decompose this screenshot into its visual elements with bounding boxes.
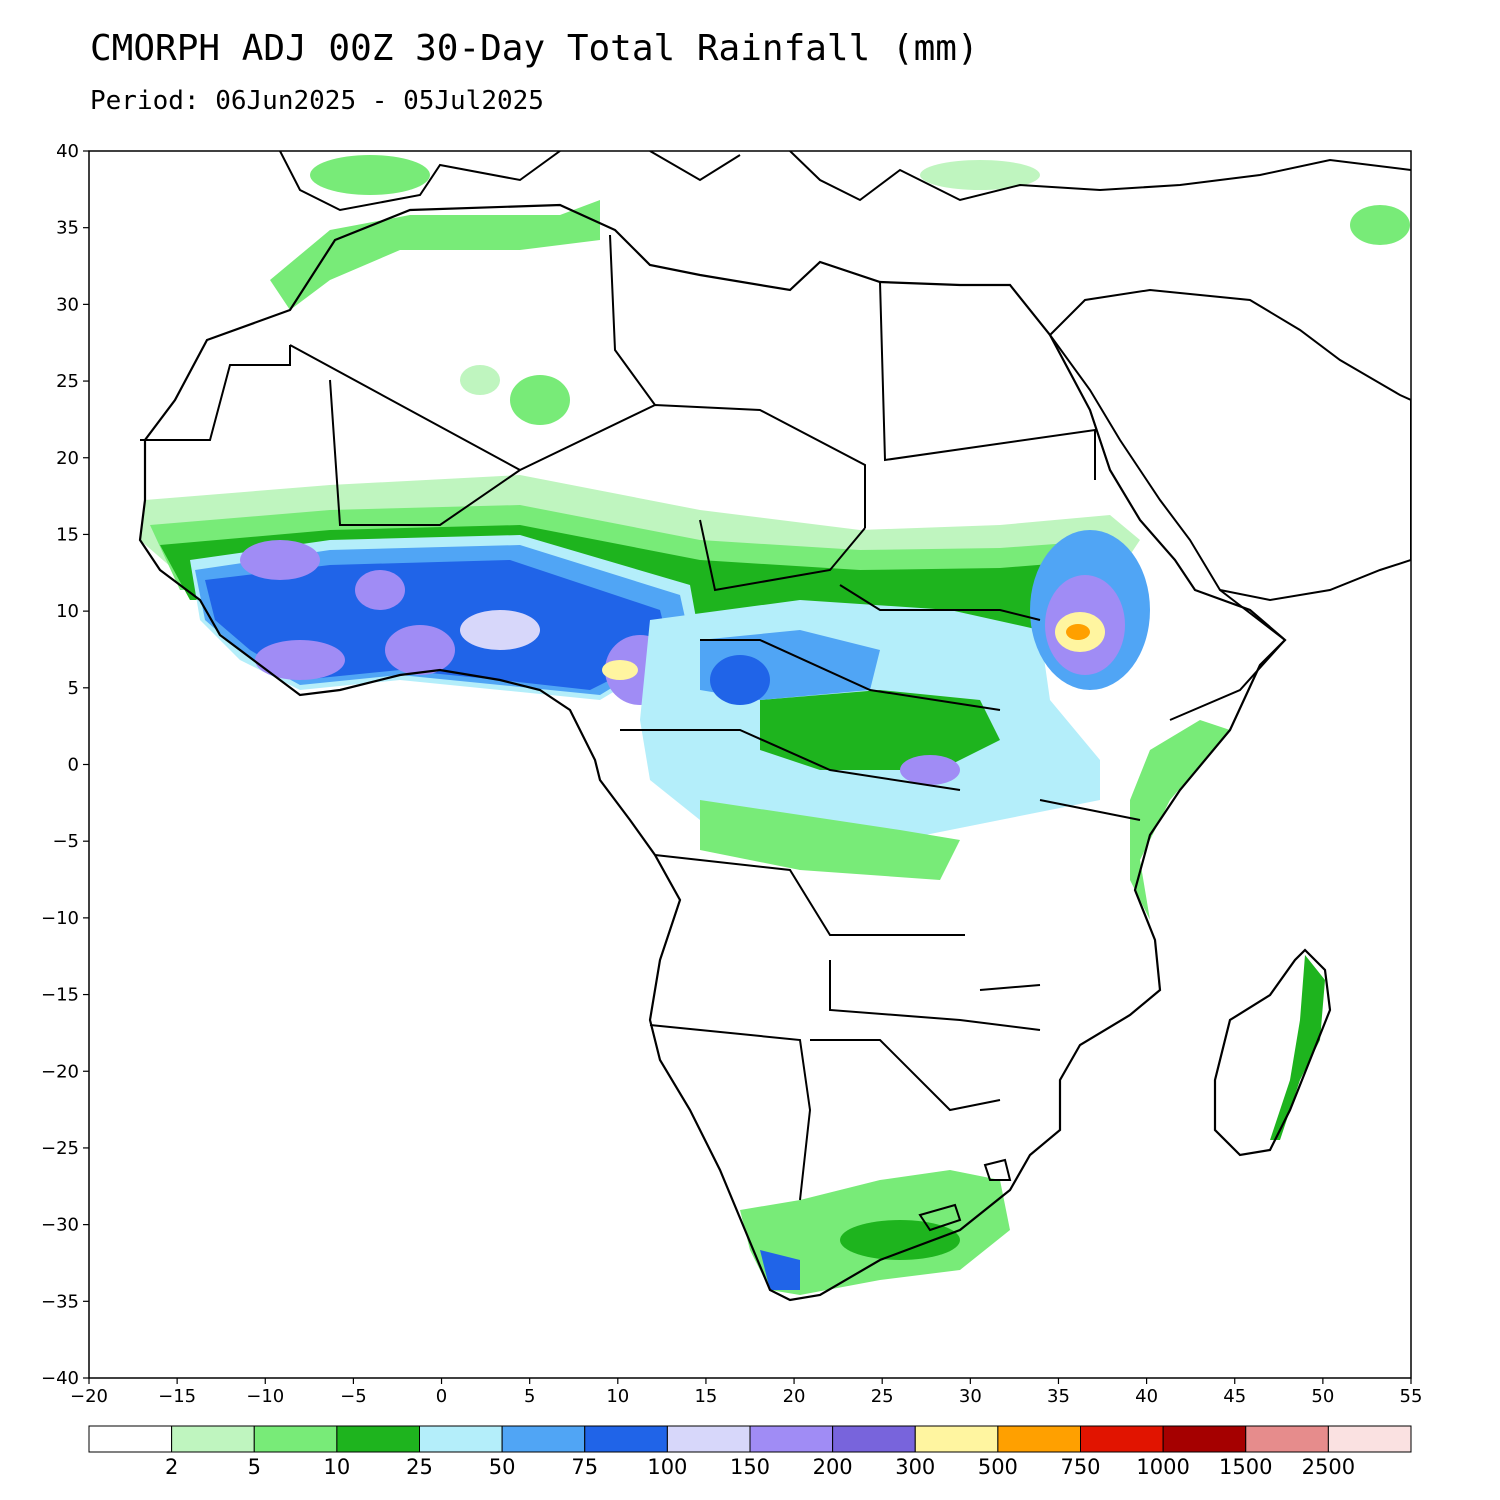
colorbar-swatch xyxy=(419,1425,503,1453)
x-tick-label: −20 xyxy=(70,1386,108,1407)
y-tick-label: −35 xyxy=(41,1291,79,1312)
rain-wa-150-d xyxy=(255,640,345,680)
map-subtitle: Period: 06Jun2025 - 05Jul2025 xyxy=(90,86,544,116)
colorbar-swatch xyxy=(997,1425,1081,1453)
colorbar-label: 10 xyxy=(324,1455,351,1479)
x-tick-label: −5 xyxy=(340,1386,367,1407)
y-tick-label: 15 xyxy=(56,524,79,545)
y-tick-label: 10 xyxy=(56,601,79,622)
africa-coastline xyxy=(138,203,1287,1302)
rain-algeria-a xyxy=(510,375,570,425)
y-tick-label: 0 xyxy=(68,755,79,776)
rain-central-100-a xyxy=(710,655,770,705)
x-tick-label: 55 xyxy=(1400,1386,1423,1407)
rain-algeria-b xyxy=(460,365,500,395)
colorbar-swatch xyxy=(1162,1425,1247,1453)
x-tick-label: 0 xyxy=(436,1386,447,1407)
colorbar-swatch xyxy=(1080,1425,1164,1453)
colorbar-swatch xyxy=(336,1425,420,1453)
x-tick-label: 35 xyxy=(1047,1386,1070,1407)
x-tick-label: 25 xyxy=(871,1386,894,1407)
rain-congo-south xyxy=(700,800,960,880)
colorbar-swatch xyxy=(584,1425,668,1453)
rain-wa-200-e xyxy=(460,610,540,650)
colorbar-legend: 2 5 10 25 50 75 100 150 200 300 500 750 1000 1500 2500 xyxy=(88,1425,1412,1479)
x-tick-label: 45 xyxy=(1223,1386,1246,1407)
map-content xyxy=(89,151,1411,1378)
rain-central-150 xyxy=(900,755,960,785)
x-tick-label: 5 xyxy=(524,1386,535,1407)
colorbar-swatch xyxy=(914,1425,999,1453)
y-axis: 40 35 30 25 20 15 10 5 0 −5 −10 −15 −20 −25 −30 −35 −40 xyxy=(41,141,89,1389)
x-tick-label: −10 xyxy=(246,1386,284,1407)
colorbar-swatch xyxy=(749,1425,834,1453)
x-tick-label: 30 xyxy=(959,1386,982,1407)
x-tick-label: −15 xyxy=(158,1386,196,1407)
europe-coast xyxy=(279,151,1411,212)
y-tick-label: 5 xyxy=(68,678,79,699)
rain-turkey-east xyxy=(1350,205,1410,245)
colorbar-label: 750 xyxy=(1060,1455,1100,1479)
colorbar-label: 300 xyxy=(895,1455,935,1479)
y-tick-label: 40 xyxy=(56,141,79,162)
x-axis: −20 −15 −10 −5 0 5 10 15 20 25 30 35 40 45 50 55 xyxy=(70,1378,1422,1407)
y-tick-label: −40 xyxy=(41,1368,79,1389)
map-title: CMORPH ADJ 00Z 30-Day Total Rainfall (mm… xyxy=(90,28,979,69)
rain-wa-150-a xyxy=(240,540,320,580)
y-tick-label: 20 xyxy=(56,448,79,469)
colorbar-label: 200 xyxy=(813,1455,853,1479)
rain-wa-500 xyxy=(602,660,638,680)
colorbar-label: 50 xyxy=(489,1455,516,1479)
colorbar-label: 5 xyxy=(248,1455,261,1479)
x-tick-label: 40 xyxy=(1135,1386,1158,1407)
y-tick-label: −25 xyxy=(41,1138,79,1159)
country-borders xyxy=(140,234,1286,1232)
arabia-coastline xyxy=(1048,288,1411,602)
colorbar-swatch xyxy=(253,1425,338,1453)
x-tick-label: 15 xyxy=(694,1386,717,1407)
x-tick-label: 50 xyxy=(1311,1386,1334,1407)
colorbar-swatch xyxy=(171,1425,255,1453)
colorbar-swatch xyxy=(666,1425,751,1453)
colorbar-label: 2500 xyxy=(1302,1455,1355,1479)
rain-wa-150-c xyxy=(385,625,455,675)
rain-med-a xyxy=(310,155,430,195)
x-tick-label: 10 xyxy=(606,1386,629,1407)
colorbar-swatch xyxy=(832,1425,916,1453)
rain-east-coast xyxy=(1130,720,1230,920)
colorbar-swatch xyxy=(1245,1425,1329,1453)
colorbar-label: 100 xyxy=(647,1455,687,1479)
rain-south-africa-cape xyxy=(760,1250,800,1290)
rain-med-b xyxy=(920,160,1040,190)
y-tick-label: 25 xyxy=(56,371,79,392)
x-tick-label: 20 xyxy=(783,1386,806,1407)
colorbar-swatch xyxy=(501,1425,586,1453)
colorbar-label: 500 xyxy=(978,1455,1018,1479)
y-tick-label: −10 xyxy=(41,908,79,929)
y-tick-label: −20 xyxy=(41,1061,79,1082)
y-tick-label: −30 xyxy=(41,1215,79,1236)
colorbar-swatch xyxy=(88,1425,173,1453)
y-tick-label: −15 xyxy=(41,985,79,1006)
colorbar-swatch xyxy=(1327,1425,1412,1453)
colorbar-label: 1500 xyxy=(1219,1455,1272,1479)
y-tick-label: 30 xyxy=(56,294,79,315)
colorbar-label: 2 xyxy=(165,1455,178,1479)
colorbar-label: 25 xyxy=(406,1455,433,1479)
y-tick-label: −5 xyxy=(52,831,79,852)
rain-morocco xyxy=(270,200,600,310)
madagascar-outline xyxy=(1213,948,1332,1157)
rain-ethiopia-750 xyxy=(1066,624,1090,640)
y-tick-label: 35 xyxy=(56,218,79,239)
rain-central-25 xyxy=(760,690,1000,770)
colorbar-label: 1000 xyxy=(1136,1455,1189,1479)
rain-wa-150-b xyxy=(355,570,405,610)
colorbar-label: 75 xyxy=(571,1455,598,1479)
rain-madagascar xyxy=(1270,955,1325,1140)
colorbar-label: 150 xyxy=(730,1455,770,1479)
